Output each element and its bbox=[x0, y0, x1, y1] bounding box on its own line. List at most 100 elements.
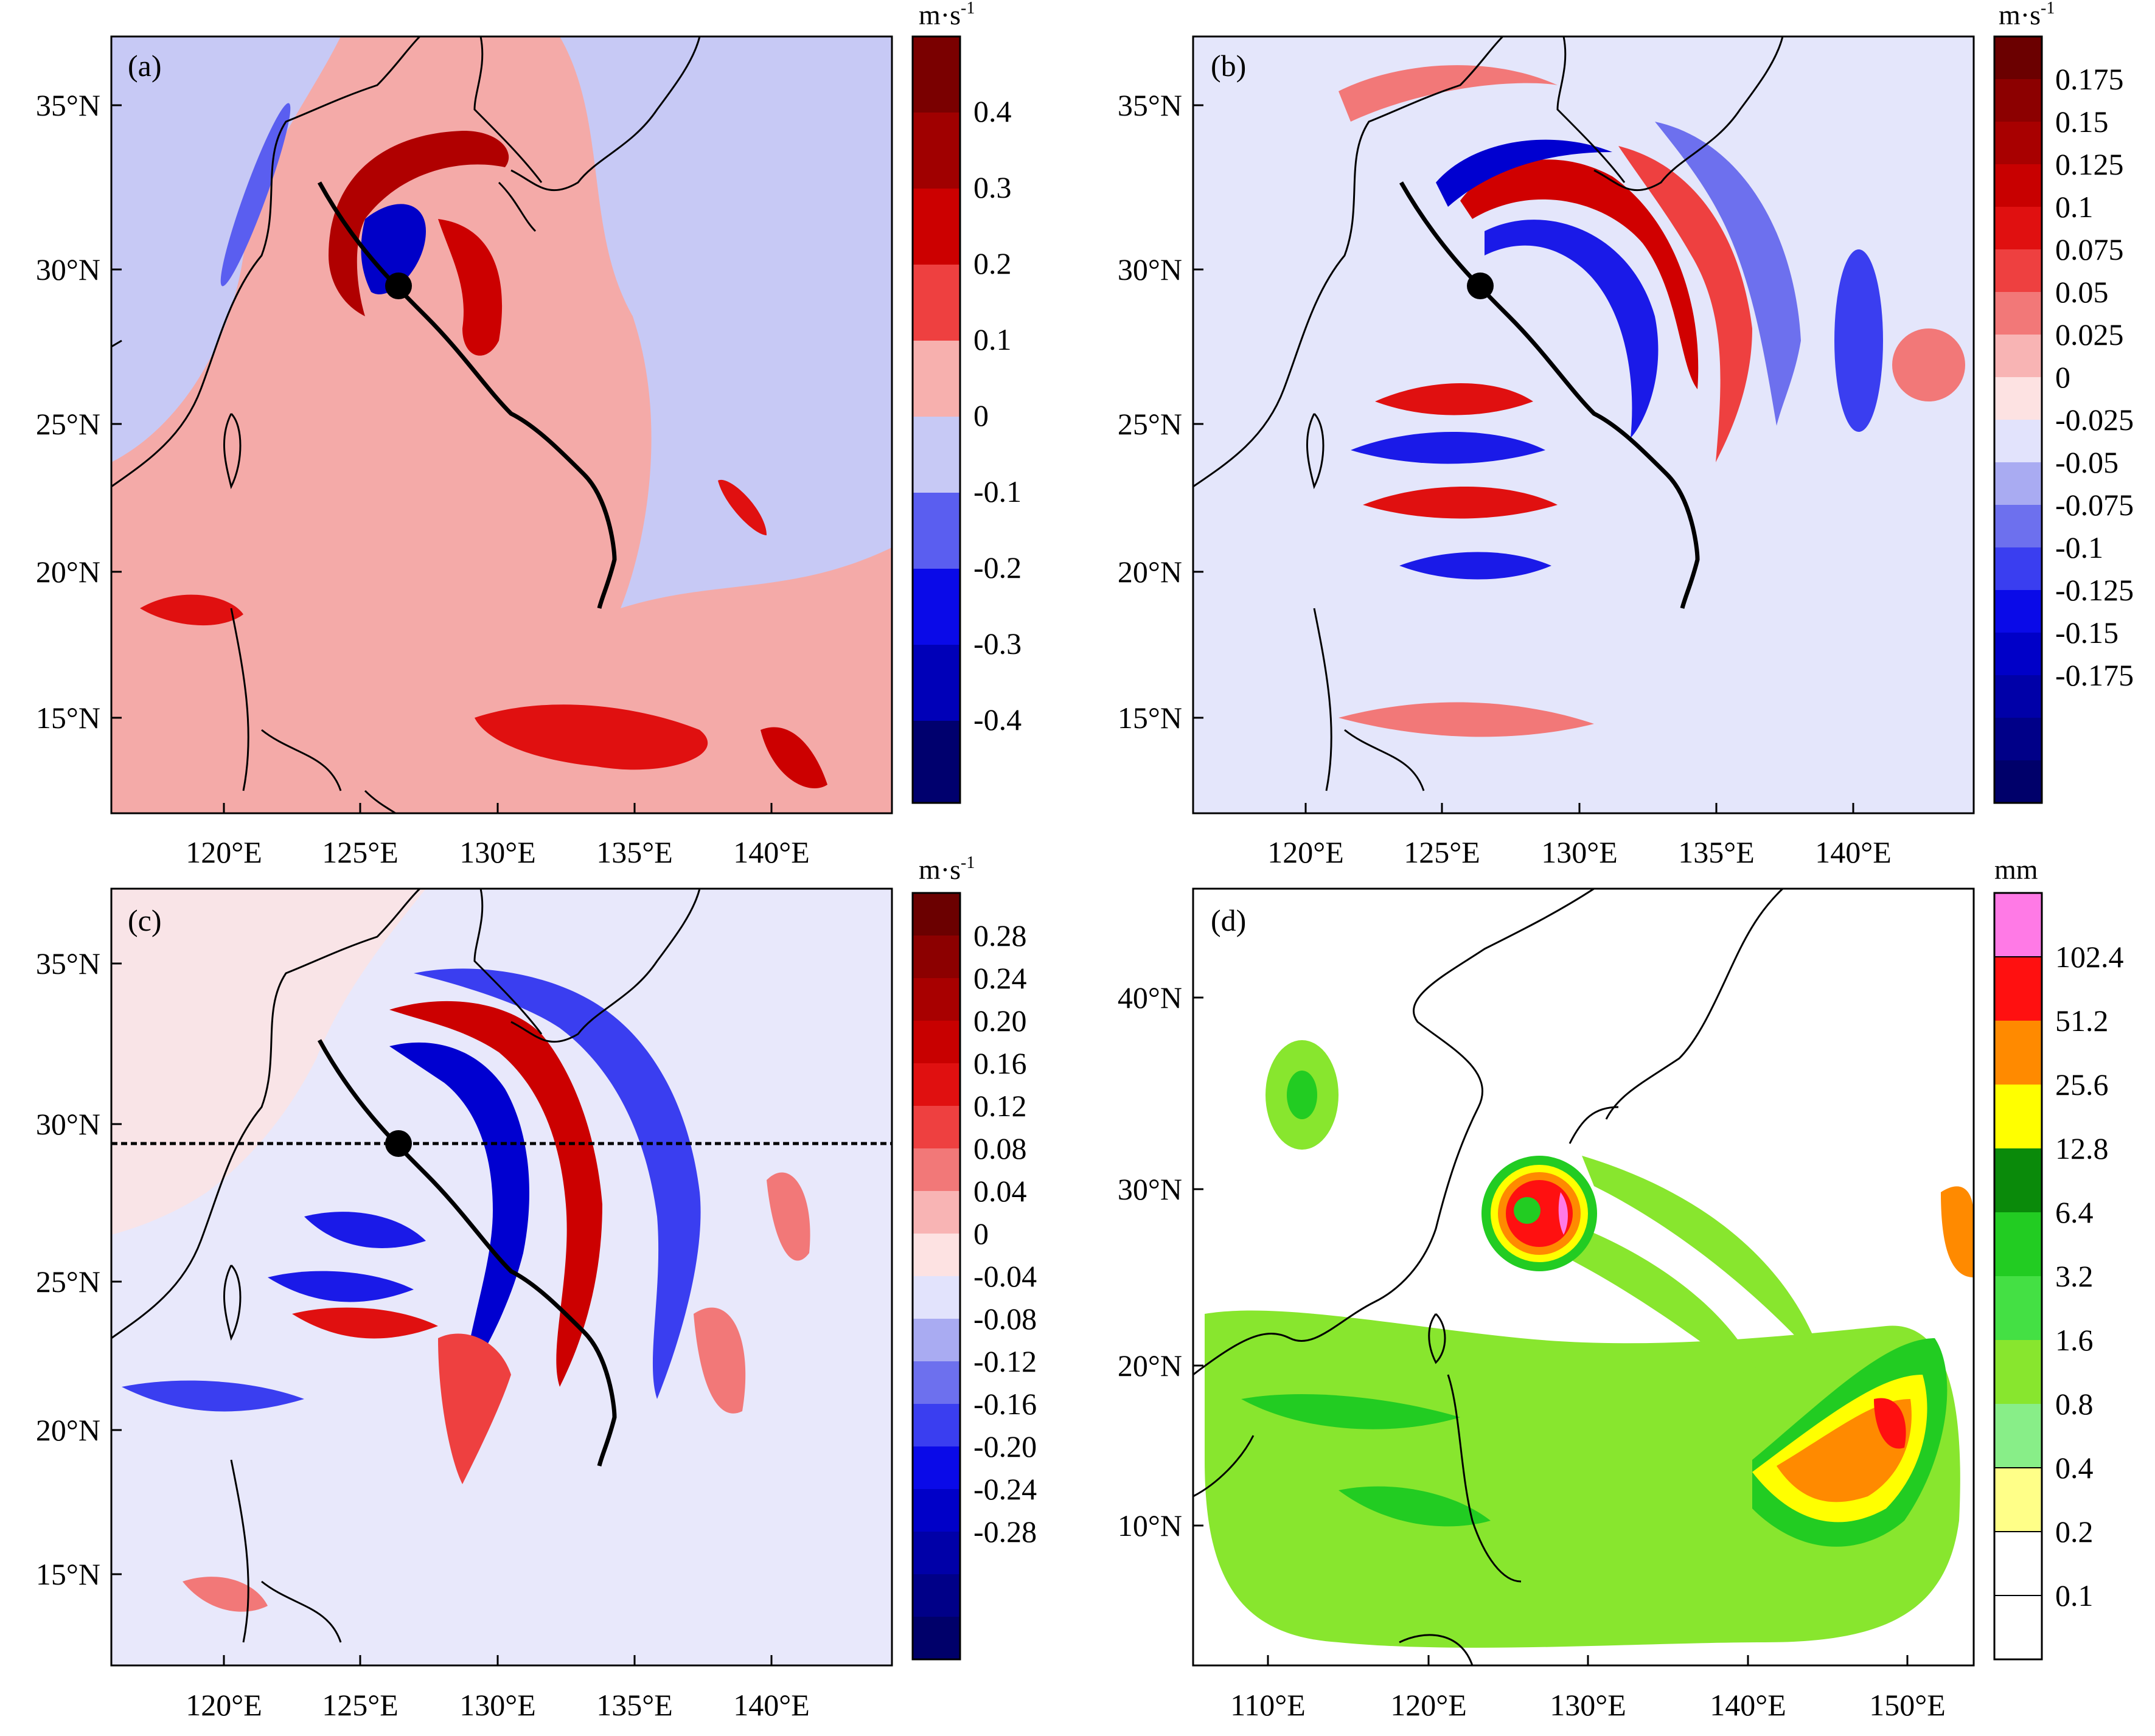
panel-c-colorbar-swatch bbox=[913, 1234, 960, 1276]
panel-d-colorbar-swatch bbox=[1994, 893, 2042, 957]
panel-d-colorbar-label: 12.8 bbox=[2055, 1131, 2109, 1165]
panel-b-positive-arc bbox=[1618, 146, 1752, 462]
panel-d-rain-band bbox=[1582, 1156, 1825, 1369]
panel-b-colorbar-label: 0.15 bbox=[2055, 105, 2109, 139]
panel-a-positive-band bbox=[761, 727, 827, 788]
panel-c-colorbar-label: -0.28 bbox=[973, 1515, 1037, 1549]
panel-c-colorbar-swatch bbox=[913, 1148, 960, 1191]
panel-c-lon-tick-label: 120°E bbox=[186, 1688, 262, 1722]
panel-d-colorbar-swatch bbox=[1994, 957, 2042, 1021]
panel-a-negative-core bbox=[361, 204, 426, 294]
panel-b-colorbar-label: -0.15 bbox=[2055, 616, 2118, 650]
panel-d-colorbar-swatch bbox=[1994, 1595, 2042, 1659]
panel-d-colorbar-swatch bbox=[1994, 1404, 2042, 1468]
panel-c-colorbar-label: 0 bbox=[973, 1217, 989, 1251]
panel-d-colorbar-label: 6.4 bbox=[2055, 1195, 2094, 1229]
panel-c-colorbar-label: -0.08 bbox=[973, 1302, 1037, 1336]
panel-a-lon-tick-label: 135°E bbox=[596, 835, 673, 869]
panel-b-positive-band bbox=[1375, 383, 1533, 415]
panel-c-lat-tick-label: 25°N bbox=[36, 1265, 100, 1299]
panel-a-colorbar-swatch bbox=[913, 493, 960, 569]
panel-a-positive-arc bbox=[329, 130, 509, 316]
panel-a-colorbar-swatch bbox=[913, 341, 960, 417]
panel-a-lon-tick-label: 125°E bbox=[322, 835, 399, 869]
panel-c-colorbar-swatch bbox=[913, 1106, 960, 1148]
panel-d-lat-tick-label: 20°N bbox=[1118, 1349, 1182, 1383]
panel-a-lat-axis: 35°N 30°N 25°N 20°N 15°N bbox=[36, 88, 122, 735]
panel-b-colorbar-unit: m·s-1 bbox=[1999, 0, 2055, 30]
panel-b-negative-band bbox=[1351, 432, 1545, 464]
panel-c-colorbar-swatch bbox=[913, 1276, 960, 1319]
panel-a-colorbar-label: 0.4 bbox=[973, 94, 1012, 128]
panel-a-colorbar-label: -0.2 bbox=[973, 550, 1022, 585]
panel-a-colorbar-swatch bbox=[913, 417, 960, 493]
panel-c-colorbar-swatch bbox=[913, 936, 960, 978]
panel-b-colorbar-swatch bbox=[1994, 122, 2042, 164]
panel-a-lat-tick-label: 20°N bbox=[36, 555, 100, 589]
panel-d-rain-region bbox=[1241, 1394, 1460, 1429]
panel-a-colorbar-swatch bbox=[913, 113, 960, 189]
panel-b-lon-tick-label: 125°E bbox=[1404, 835, 1480, 869]
panel-c-negative-arc bbox=[389, 1042, 529, 1387]
panel-b-lat-tick-label: 30°N bbox=[1118, 252, 1182, 286]
panel-c-lat-tick-label: 20°N bbox=[36, 1413, 100, 1447]
panel-b-colorbar-swatch bbox=[1994, 462, 2042, 505]
panel-b-colorbar-swatch bbox=[1994, 675, 2042, 718]
panel-c-colorbar-swatch bbox=[913, 1446, 960, 1489]
panel-d-colorbar-swatch bbox=[1994, 1340, 2042, 1404]
panel-d-rain-region bbox=[1205, 1310, 1960, 1648]
panel-d-colorbar-label: 1.6 bbox=[2055, 1323, 2094, 1357]
panel-b-negative-arc bbox=[1655, 122, 1801, 426]
panel-d-lat-tick-label: 40°N bbox=[1118, 981, 1182, 1015]
panel-d-lon-axis: 110°E 120°E 130°E 140°E 150°E bbox=[1230, 1655, 1946, 1722]
panel-d-colorbar-swatch bbox=[1994, 1085, 2042, 1148]
panel-d-label: (d) bbox=[1211, 903, 1246, 937]
panel-d-lon-tick-label: 130°E bbox=[1550, 1688, 1626, 1722]
panel-c-colorbar-label: 0.24 bbox=[973, 961, 1027, 995]
panel-b-colorbar-swatch bbox=[1994, 718, 2042, 760]
panel-a-lon-axis: 120°E 125°E 130°E 135°E 140°E bbox=[186, 803, 810, 869]
panel-d-lat-tick-label: 30°N bbox=[1118, 1172, 1182, 1206]
panel-d-lon-tick-label: 110°E bbox=[1230, 1688, 1306, 1722]
panel-c-colorbar: m·s-1 0.28 0.24 0.20 0.16 0.12 bbox=[911, 853, 1037, 1661]
panel-a-lon-tick-label: 140°E bbox=[733, 835, 810, 869]
panel-a-colorbar-label: 0.3 bbox=[973, 170, 1012, 204]
panel-d-colorbar-swatch bbox=[1994, 1276, 2042, 1340]
panel-d-lat-tick-label: 10°N bbox=[1118, 1509, 1182, 1543]
panel-c-colorbar-label: 0.16 bbox=[973, 1046, 1027, 1080]
panel-b-lon-axis: 120°E 125°E 130°E 135°E 140°E bbox=[1267, 803, 1892, 869]
panel-c-lon-tick-label: 135°E bbox=[596, 1688, 673, 1722]
panel-d-colorbar-label: 0.4 bbox=[2055, 1451, 2094, 1485]
panel-a-lat-tick-label: 15°N bbox=[36, 701, 100, 735]
panel-b-colorbar-swatch bbox=[1994, 292, 2042, 335]
panel-c-colorbar-swatch bbox=[913, 1489, 960, 1532]
panel-d: (d) 40°N 30°N 20°N 10°N 110°E 120°E 130°… bbox=[1118, 854, 2124, 1722]
panel-a-colorbar-swatch bbox=[913, 189, 960, 265]
panel-b-plot bbox=[1193, 36, 1974, 813]
panel-c-plot bbox=[111, 889, 892, 1665]
panel-d-rain-region bbox=[1339, 1486, 1491, 1527]
panel-a-negative-region bbox=[560, 36, 892, 608]
panel-b-colorbar-label: 0.125 bbox=[2055, 147, 2124, 181]
panel-c-colorbar-label: -0.16 bbox=[973, 1387, 1037, 1421]
panel-a-negative-region bbox=[111, 36, 341, 462]
panel-c-colorbar-swatch bbox=[913, 1319, 960, 1361]
panel-b-lat-tick-label: 15°N bbox=[1118, 701, 1182, 735]
panel-b-colorbar-label: 0.025 bbox=[2055, 318, 2124, 352]
panel-b-colorbar-swatch bbox=[1994, 164, 2042, 207]
panel-c-positive-blob bbox=[767, 1172, 810, 1261]
panel-b-typhoon-center bbox=[1467, 273, 1494, 299]
panel-a-colorbar-label: 0 bbox=[973, 398, 989, 432]
panel-c-colorbar-swatch bbox=[913, 1063, 960, 1106]
panel-d-rain-band bbox=[1551, 1217, 1764, 1387]
panel-b-lon-tick-label: 130°E bbox=[1541, 835, 1618, 869]
panel-d-colorbar-label: 51.2 bbox=[2055, 1004, 2109, 1038]
panel-a-colorbar-label: 0.1 bbox=[973, 322, 1012, 356]
panel-c-colorbar-label: 0.28 bbox=[973, 918, 1027, 953]
panel-b-lon-tick-label: 120°E bbox=[1267, 835, 1344, 869]
panel-d-lat-axis: 40°N 30°N 20°N 10°N bbox=[1118, 981, 1203, 1543]
panel-a-positive-arc bbox=[438, 219, 503, 356]
panel-b-colorbar-label: -0.175 bbox=[2055, 658, 2134, 692]
panel-b-lat-axis: 35°N 30°N 25°N 20°N 15°N bbox=[1118, 88, 1203, 735]
